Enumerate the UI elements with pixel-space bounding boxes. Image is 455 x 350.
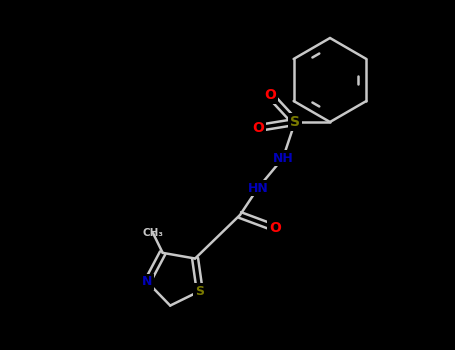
- Text: CH₃: CH₃: [142, 228, 163, 238]
- Text: O: O: [269, 221, 281, 235]
- Text: O: O: [252, 121, 264, 135]
- Text: O: O: [264, 88, 276, 102]
- Text: N: N: [142, 275, 152, 288]
- Text: NH: NH: [273, 152, 293, 164]
- Text: S: S: [290, 115, 300, 129]
- Text: S: S: [195, 285, 204, 297]
- Text: HN: HN: [248, 182, 268, 195]
